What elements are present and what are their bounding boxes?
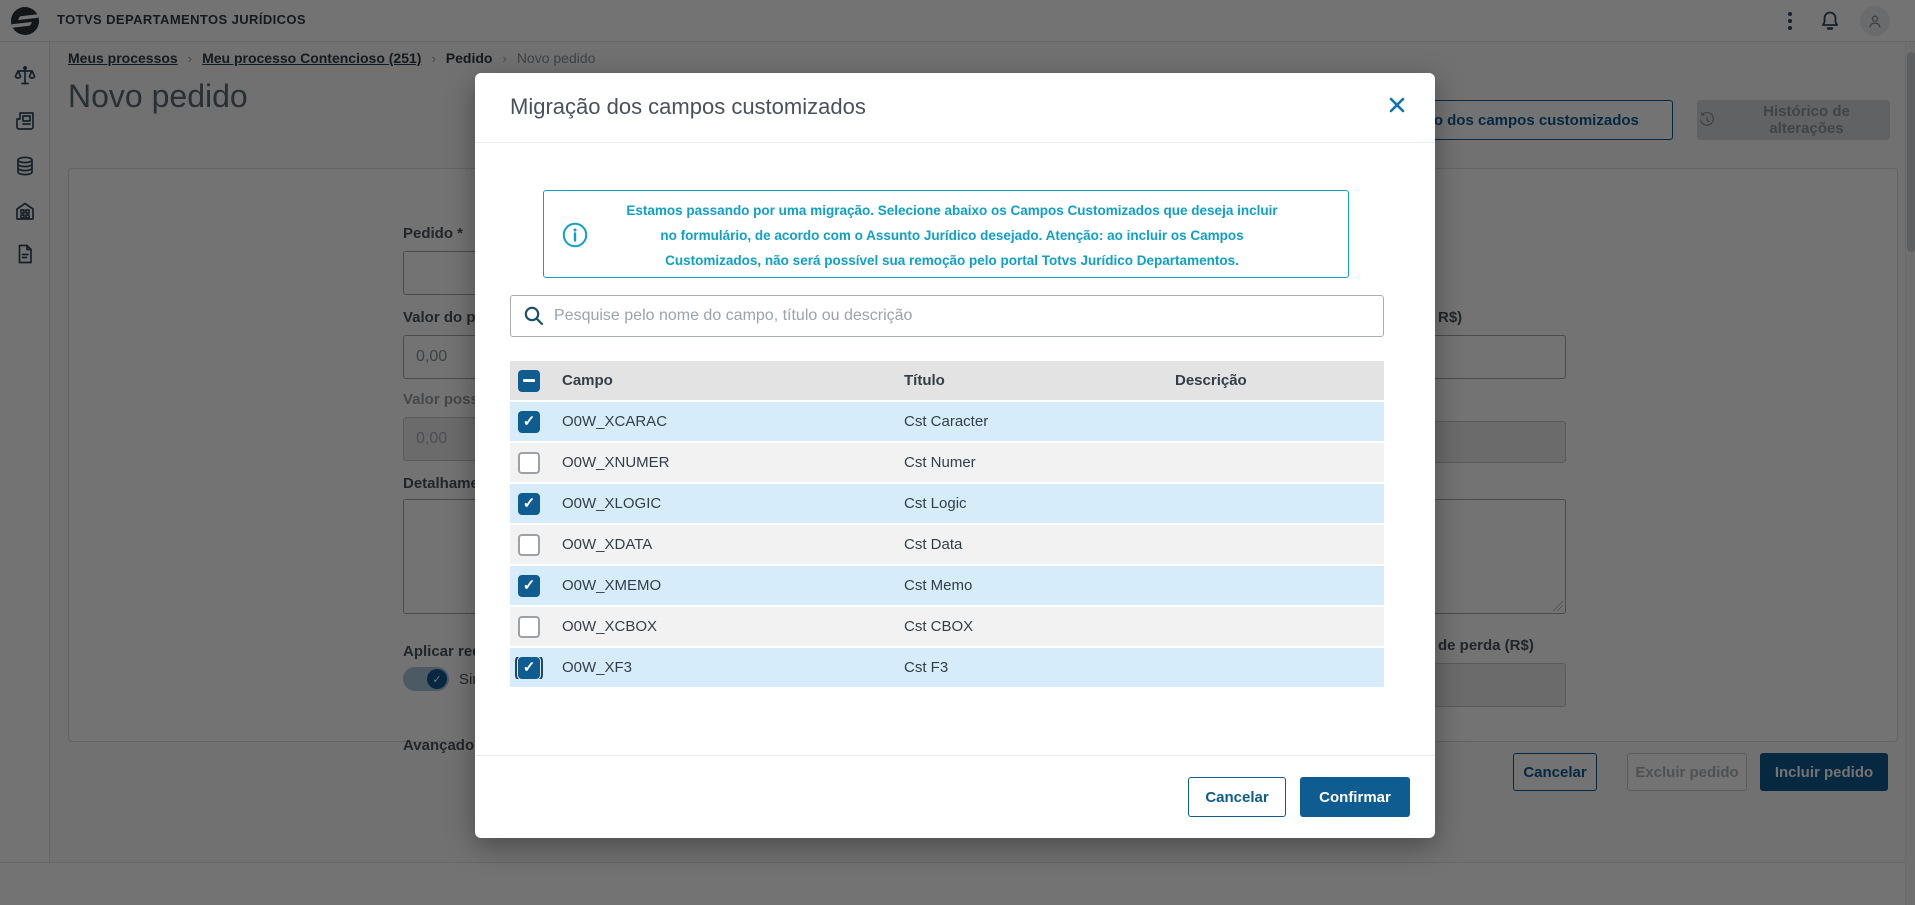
search-icon	[524, 306, 544, 326]
row-checkbox[interactable]	[518, 492, 540, 515]
cell-titulo: Cst CBOX	[904, 618, 974, 635]
cell-campo: O0W_XCARAC	[562, 413, 668, 430]
column-header-titulo: Título	[904, 372, 945, 389]
table-row[interactable]: O0W_XNUMER Cst Numer	[510, 443, 1384, 484]
select-all-checkbox[interactable]	[518, 369, 540, 392]
modal-cancel-button[interactable]: Cancelar	[1188, 777, 1286, 817]
table-row[interactable]: O0W_XDATA Cst Data	[510, 525, 1384, 566]
migration-info-banner: Estamos passando por uma migração. Selec…	[543, 190, 1349, 278]
column-header-campo: Campo	[562, 372, 613, 389]
migration-info-text: Estamos passando por uma migração. Selec…	[626, 202, 1278, 268]
modal-footer-divider	[475, 755, 1435, 756]
cell-campo: O0W_XNUMER	[562, 454, 670, 471]
table-row[interactable]: O0W_XCBOX Cst CBOX	[510, 607, 1384, 648]
cell-campo: O0W_XCBOX	[562, 618, 658, 635]
table-row[interactable]: O0W_XCARAC Cst Caracter	[510, 402, 1384, 443]
column-header-descricao: Descrição	[1175, 372, 1247, 389]
search-input[interactable]	[554, 307, 1383, 325]
cell-titulo: Cst Numer	[904, 454, 976, 471]
migration-modal: Migração dos campos customizados Estamos…	[475, 73, 1435, 838]
info-icon	[562, 222, 588, 248]
cell-titulo: Cst Data	[904, 536, 963, 553]
cell-titulo: Cst Memo	[904, 577, 973, 594]
table-row[interactable]: O0W_XLOGIC Cst Logic	[510, 484, 1384, 525]
row-checkbox[interactable]	[518, 410, 540, 433]
modal-title: Migração dos campos customizados	[510, 94, 866, 119]
table-row[interactable]: O0W_XMEMO Cst Memo	[510, 566, 1384, 607]
row-checkbox[interactable]	[518, 533, 540, 556]
cell-campo: O0W_XF3	[562, 659, 633, 676]
custom-fields-table: Campo Título Descrição O0W_XCARAC Cst Ca…	[510, 361, 1384, 689]
cell-campo: O0W_XDATA	[562, 536, 653, 553]
cell-campo: O0W_XMEMO	[562, 577, 662, 594]
table-header-row: Campo Título Descrição	[510, 361, 1384, 402]
table-body: O0W_XCARAC Cst Caracter O0W_XNUMER Cst N…	[510, 402, 1384, 689]
close-icon[interactable]	[1383, 91, 1411, 119]
cell-titulo: Cst Caracter	[904, 413, 989, 430]
table-row[interactable]: O0W_XF3 Cst F3	[510, 648, 1384, 689]
cell-titulo: Cst Logic	[904, 495, 967, 512]
cell-titulo: Cst F3	[904, 659, 949, 676]
modal-header-divider	[475, 142, 1435, 143]
cell-campo: O0W_XLOGIC	[562, 495, 662, 512]
row-checkbox[interactable]	[518, 574, 540, 597]
field-search-box	[510, 295, 1384, 337]
modal-confirm-button[interactable]: Confirmar	[1300, 777, 1410, 817]
row-checkbox[interactable]	[518, 615, 540, 638]
row-checkbox[interactable]	[515, 656, 543, 679]
row-checkbox[interactable]	[518, 451, 540, 474]
